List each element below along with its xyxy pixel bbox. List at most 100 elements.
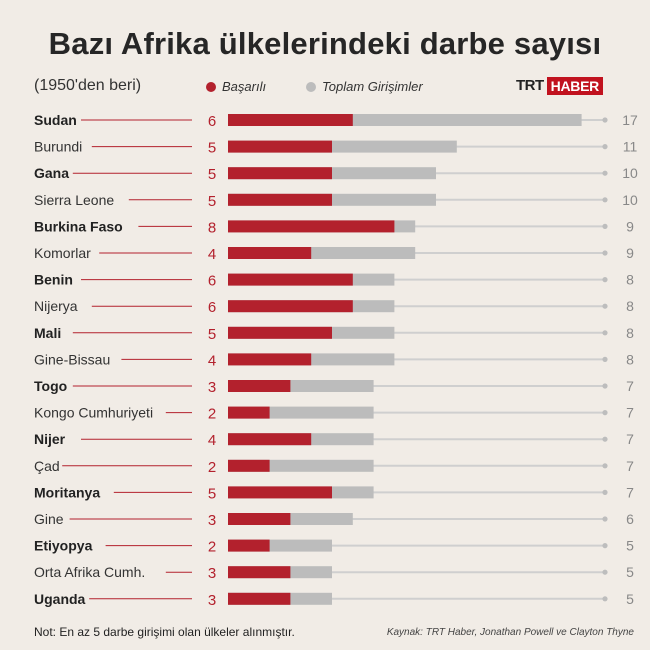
success-value-label: 2 [208,459,216,476]
footnote: Not: En az 5 darbe girişimi olan ülkeler… [34,625,295,639]
total-value-label: 17 [622,112,638,128]
trt-haber-logo: TRT HABER [516,77,603,95]
track-end-dot [602,170,608,176]
total-value-label: 5 [626,564,634,580]
success-value-label: 3 [208,379,216,396]
track-end-dot [602,436,608,442]
source-credit: Kaynak: TRT Haber, Jonathan Powell ve Cl… [386,627,634,638]
track-end-dot [602,463,608,469]
success-bar [228,167,332,180]
success-value-label: 5 [208,140,216,157]
success-value-label: 2 [208,539,216,556]
success-bar [228,326,332,339]
legend-item-total: Toplam Girişimler [306,79,423,94]
total-value-label: 6 [626,511,634,527]
legend-label-total: Toplam Girişimler [322,79,423,94]
success-value-label: 8 [208,219,216,236]
success-bar [228,539,270,552]
total-value-label: 7 [626,405,634,421]
track-end-dot [602,277,608,283]
total-value-label: 8 [626,298,634,314]
total-value-label: 11 [623,139,638,155]
track-end-dot [602,596,608,602]
success-bar [228,114,353,126]
success-bar [228,566,291,579]
success-value-label: 4 [208,352,216,369]
total-value-label: 8 [626,272,634,288]
success-value-label: 4 [208,246,216,263]
legend-item-success: Başarılı [206,79,266,94]
country-label: Mali [34,325,61,341]
success-bar [228,353,312,366]
country-label: Uganda [34,591,86,607]
country-label: Sierra Leone [34,192,114,208]
total-value-label: 5 [626,591,634,607]
total-value-label: 8 [626,351,634,367]
country-label: Çad [34,458,60,474]
track-end-dot [602,197,608,203]
success-bar [228,406,270,419]
chart-title: Bazı Afrika ülkelerindeki darbe sayısı [48,26,602,61]
total-value-label: 10 [622,192,638,208]
success-bar [228,247,312,259]
track-end-dot [602,543,608,549]
total-value-label: 9 [626,218,634,234]
success-bar [228,220,395,233]
country-label: Moritanya [34,484,100,500]
success-value-label: 6 [208,273,216,290]
success-bar [228,300,353,313]
success-bar [228,273,353,286]
country-label: Burundi [34,139,82,155]
legend-label-success: Başarılı [222,79,267,94]
track-end-dot [602,489,608,495]
country-label: Nijer [34,431,66,447]
success-value-label: 5 [208,326,216,343]
track-end-dot [602,117,608,123]
track-end-dot [602,144,608,150]
country-label: Nijerya [34,298,78,314]
success-value-label: 3 [208,512,216,529]
country-label: Kongo Cumhuriyeti [34,405,153,421]
country-label: Togo [34,378,67,394]
total-value-label: 7 [626,431,634,447]
success-bar [228,140,332,153]
country-label: Burkina Faso [34,218,123,234]
country-label: Sudan [34,112,77,128]
track-end-dot [602,569,608,575]
country-label: Benin [34,272,73,288]
success-bar [228,380,291,392]
success-value-label: 5 [208,485,216,502]
success-bar [228,486,332,499]
total-value-label: 7 [626,378,634,394]
success-bar [228,193,332,206]
total-value-label: 9 [626,245,634,261]
success-value-label: 3 [208,592,216,609]
country-label: Gana [34,165,69,181]
success-value-label: 2 [208,406,216,423]
track-end-dot [602,330,608,336]
track-end-dot [602,223,608,229]
success-bar [228,433,312,446]
total-value-label: 8 [626,325,634,341]
track-end-dot [602,356,608,362]
total-value-label: 10 [622,165,638,181]
success-value-label: 3 [208,565,216,582]
success-bar [228,513,291,525]
track-end-dot [602,516,608,522]
success-bar [228,592,291,605]
success-value-label: 4 [208,432,216,449]
track-end-dot [602,250,608,256]
country-label: Etiyopya [34,538,93,554]
legend-swatch-success [206,82,216,92]
success-value-label: 5 [208,166,216,183]
total-value-label: 5 [626,538,634,554]
total-value-label: 7 [626,458,634,474]
country-label: Komorlar [34,245,91,261]
country-label: Gine-Bissau [34,351,110,367]
country-label: Gine [34,511,64,527]
track-end-dot [602,303,608,309]
track-end-dot [602,383,608,389]
success-value-label: 6 [208,299,216,316]
legend-swatch-total [306,82,316,92]
